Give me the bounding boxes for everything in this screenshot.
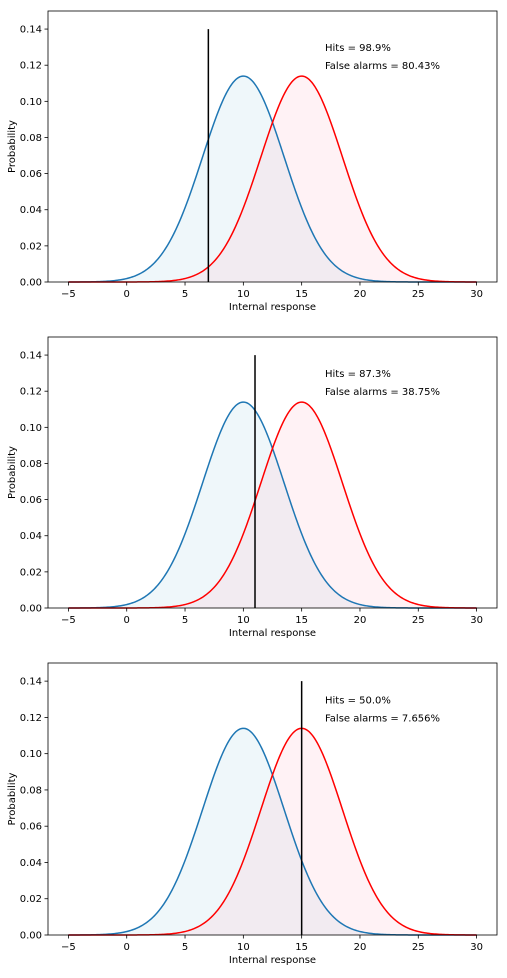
hits-annotation: Hits = 87.3% (325, 369, 391, 380)
chart-panel-2: −5 0 5 10 15 20 25 30 0.00 0.02 0.04 0.06 0.08 0.10 0.… (7, 336, 498, 639)
series-1-fill (68, 76, 477, 282)
hits-annotation: Hits = 50.0% (325, 695, 391, 706)
x-tick-label: 15 (295, 289, 308, 300)
chart-panel-1: −5 0 5 10 15 20 25 30 0.00 0.02 0.04 0.06 0.08 0.10 0.… (7, 10, 498, 313)
y-tick-label: 0.06 (20, 495, 42, 506)
y-tick-label: 0.08 (20, 459, 42, 470)
false-alarms-annotation: False alarms = 7.656% (325, 713, 440, 724)
x-tick-label: 30 (470, 942, 483, 953)
axes-frame (47, 10, 498, 283)
y-tick-label: 0.14 (20, 677, 42, 688)
y-tick-label: 0.10 (20, 97, 42, 108)
x-tick-label: −5 (61, 942, 76, 953)
y-tick-label: 0.14 (20, 351, 42, 362)
x-axis-label: Internal response (229, 955, 316, 966)
y-axis-label: Probability (7, 772, 18, 825)
x-tick-label: 5 (182, 615, 188, 626)
x-tick-label: 10 (237, 615, 250, 626)
y-tick-label: 0.04 (20, 531, 42, 542)
x-tick-label: 25 (412, 942, 425, 953)
x-axis-label: Internal response (229, 302, 316, 313)
y-tick-label: 0.02 (20, 894, 42, 905)
x-tick-label: 0 (124, 615, 130, 626)
x-tick-label: 20 (354, 942, 367, 953)
axes-frame (47, 336, 498, 609)
y-tick-label: 0.12 (20, 713, 42, 724)
x-tick-label: 0 (124, 289, 130, 300)
x-tick-label: 15 (295, 942, 308, 953)
y-tick-label: 0.02 (20, 241, 42, 252)
y-tick-label: 0.12 (20, 387, 42, 398)
x-tick-label: 20 (354, 289, 367, 300)
y-tick-label: 0.06 (20, 822, 42, 833)
x-tick-label: 15 (295, 615, 308, 626)
series-1-fill (68, 402, 477, 608)
y-tick-label: 0.04 (20, 858, 42, 869)
y-axis-label: Probability (7, 446, 18, 499)
y-tick-label: 0.10 (20, 423, 42, 434)
x-tick-label: −5 (61, 289, 76, 300)
x-tick-label: −5 (61, 615, 76, 626)
x-tick-label: 5 (182, 942, 188, 953)
x-tick-label: 30 (470, 289, 483, 300)
y-tick-label: 0.00 (20, 278, 42, 289)
y-axis-label: Probability (7, 120, 18, 173)
y-tick-label: 0.04 (20, 205, 42, 216)
y-tick-label: 0.10 (20, 749, 42, 760)
y-tick-label: 0.00 (20, 604, 42, 615)
x-tick-label: 25 (412, 615, 425, 626)
x-tick-label: 25 (412, 289, 425, 300)
series-1-fill (68, 728, 477, 935)
hits-annotation: Hits = 98.9% (325, 43, 391, 54)
x-tick-label: 10 (237, 942, 250, 953)
series-2-fill (68, 76, 477, 282)
y-tick-label: 0.02 (20, 567, 42, 578)
y-tick-label: 0.00 (20, 931, 42, 942)
series-2-fill (68, 402, 477, 608)
y-tick-label: 0.12 (20, 61, 42, 72)
x-tick-label: 10 (237, 289, 250, 300)
y-tick-label: 0.08 (20, 785, 42, 796)
series-2-fill (68, 728, 477, 935)
x-tick-label: 0 (124, 942, 130, 953)
x-axis-label: Internal response (229, 628, 316, 639)
x-tick-label: 5 (182, 289, 188, 300)
chart-panel-3: −5 0 5 10 15 20 25 30 0.00 0.02 0.04 0.06 0.08 0.10 0.… (7, 662, 498, 966)
false-alarms-annotation: False alarms = 38.75% (325, 387, 440, 398)
x-tick-label: 20 (354, 615, 367, 626)
axes-frame (47, 662, 498, 936)
false-alarms-annotation: False alarms = 80.43% (325, 61, 440, 72)
y-tick-label: 0.08 (20, 133, 42, 144)
y-tick-label: 0.06 (20, 169, 42, 180)
y-tick-label: 0.14 (20, 25, 42, 36)
x-tick-label: 30 (470, 615, 483, 626)
